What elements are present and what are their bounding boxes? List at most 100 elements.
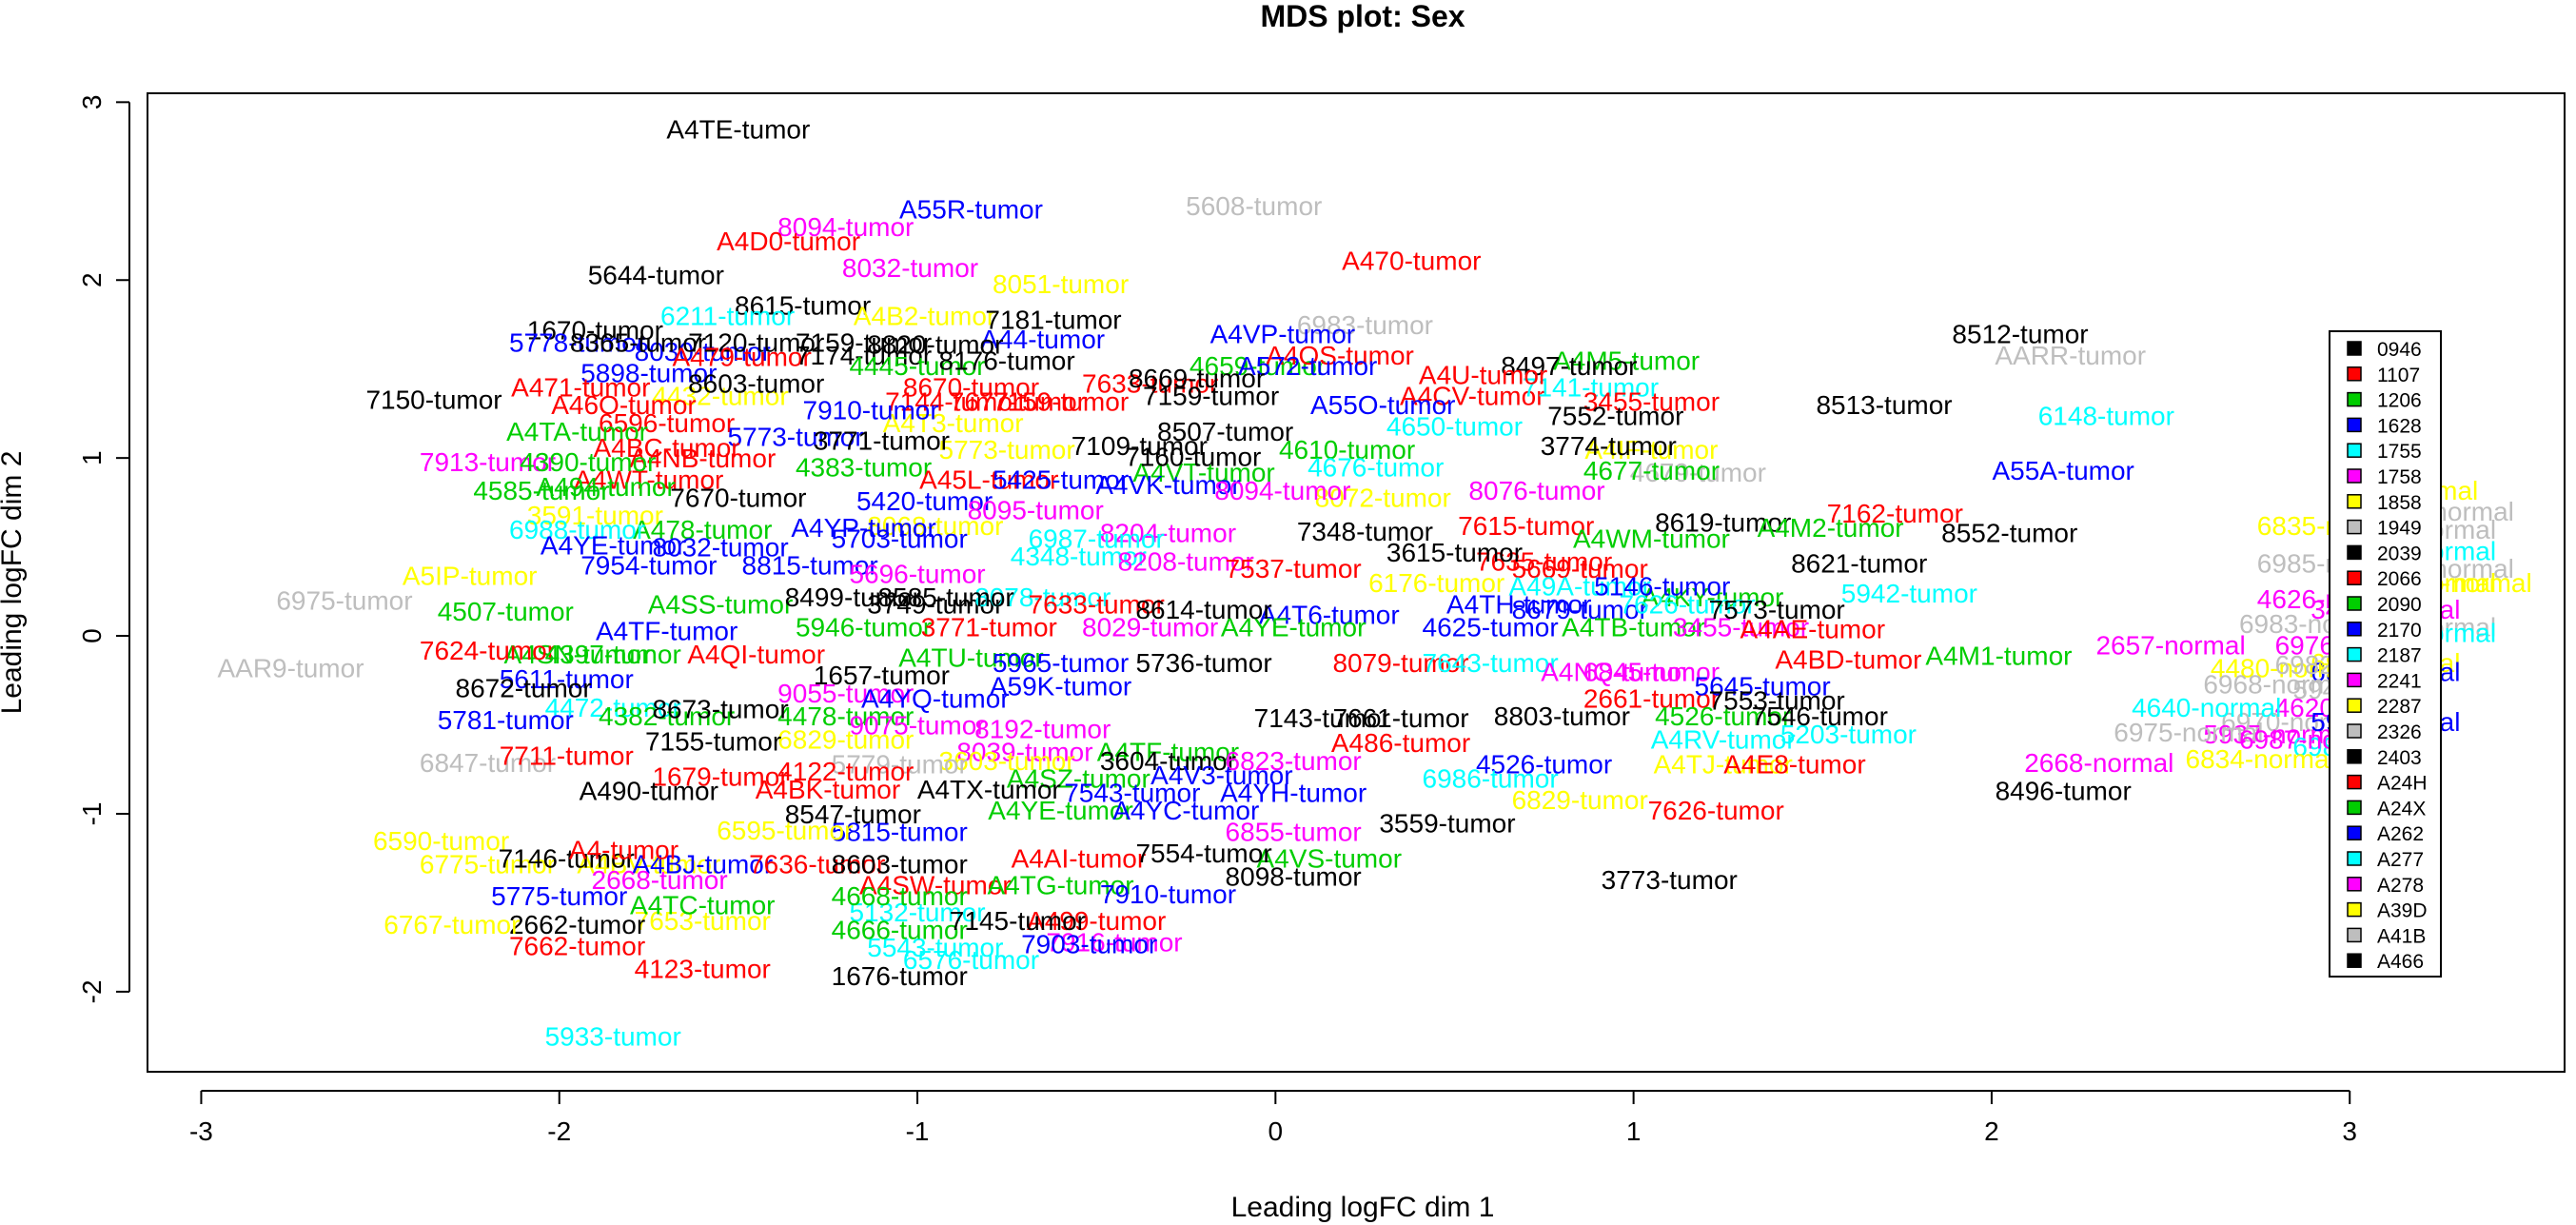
plot-frame <box>147 92 2566 1073</box>
point-label: 6986-tumor <box>1423 764 1559 794</box>
x-tick-label: -3 <box>189 1116 213 1146</box>
point-label: 7711-tumor <box>500 741 634 770</box>
point-label: 7633-tumor <box>1082 369 1218 399</box>
point-label: 4472-tumor <box>545 693 681 722</box>
point-label: 7159-tumor <box>993 386 1129 416</box>
legend-entry-label: 1755 <box>2377 441 2422 463</box>
point-label: A4T6-tumor <box>1259 601 1400 630</box>
point-label: A470-tumor <box>1342 247 1481 276</box>
point-label: 7913-tumor <box>420 447 556 477</box>
y-tick-label: 3 <box>77 95 107 110</box>
point-label: 9075-tumor <box>849 711 985 741</box>
point-label: 6834-normal <box>2186 744 2335 774</box>
legend-swatch <box>2347 851 2362 866</box>
point-label: A478-tumor <box>633 515 772 544</box>
legend-swatch <box>2347 622 2362 637</box>
point-label: 5775-tumor <box>491 881 627 911</box>
legend-entry-label: 0946 <box>2377 339 2422 361</box>
point-label: 8507-tumor <box>1157 417 1293 446</box>
point-label: 8820-tumor <box>867 330 1003 360</box>
point-label: 5946-tumor <box>796 613 932 642</box>
point-label: A4BJ-tumor <box>632 849 773 879</box>
point-label: A4TA-tumor <box>506 417 648 446</box>
point-label: 8513-tumor <box>1816 390 1952 420</box>
point-label: 8204-tumor <box>1100 519 1236 548</box>
point-label: 6148-tumor <box>2038 401 2174 430</box>
point-label: 6823-tumor <box>1226 746 1362 776</box>
point-label: A4BD-tumor <box>1775 644 1921 674</box>
point-label: 6775-tumor <box>420 849 556 879</box>
point-label: 8030-tumor <box>635 337 771 366</box>
point-label: 8815-tumor <box>742 550 878 580</box>
legend-entry-label: A277 <box>2377 849 2424 871</box>
point-label: 7662-tumor <box>509 931 645 960</box>
legend-swatch <box>2347 519 2362 535</box>
point-label: 7573-tumor <box>1709 595 1845 624</box>
point-label: 8679-tumor <box>1512 595 1648 624</box>
point-label: A55O-tumor <box>1310 390 1456 420</box>
point-label: 8068-tumor <box>867 511 1003 541</box>
point-label: 4382-tumor <box>599 701 735 731</box>
point-label: 4383-tumor <box>796 453 932 483</box>
point-label: 5736-tumor <box>1135 648 1271 678</box>
point-label: A4NB-tumor <box>629 444 776 473</box>
point-label: 8076-tumor <box>1468 476 1604 505</box>
point-label: 7141-tumor <box>1523 372 1659 402</box>
point-label: A4D0-tumor <box>717 227 860 256</box>
point-label: 8803-tumor <box>1494 701 1630 731</box>
point-label: 7159-tumor <box>796 328 932 358</box>
point-label: 5420-tumor <box>856 486 993 516</box>
point-label: 7155-tumor <box>645 726 781 756</box>
point-label: 5644-tumor <box>588 261 724 290</box>
point-label: 8619-tumor <box>1655 507 1791 537</box>
point-label: 3771-tumor <box>814 425 950 455</box>
point-label: 2661-tumor <box>1583 683 1720 713</box>
legend-swatch <box>2347 774 2362 790</box>
point-label: 7615-tumor <box>1458 511 1594 541</box>
point-label: 4123-tumor <box>635 955 771 984</box>
legend-swatch <box>2347 723 2362 739</box>
legend-entry-label: 2170 <box>2377 620 2422 642</box>
point-label: 8621-tumor <box>1791 548 1927 578</box>
point-label: 5696-tumor <box>849 560 985 589</box>
point-label: 6176-tumor <box>1368 568 1504 598</box>
point-label: 7903-tumor <box>1021 929 1157 958</box>
point-label: A4TF-tumor <box>1097 738 1239 767</box>
point-label: 3771-tumor <box>921 613 1057 642</box>
point-label: AAR9-tumor <box>217 654 364 683</box>
legend-entry-label: 2241 <box>2377 670 2422 692</box>
point-label: 5779-tumor <box>832 750 968 780</box>
point-label: 6975-tumor <box>276 586 412 616</box>
legend-swatch <box>2347 417 2362 433</box>
y-axis: -2 -1 0 1 2 3 <box>77 95 130 1003</box>
point-label: 6983-tumor <box>1297 310 1433 340</box>
point-label: 8669-tumor <box>1129 364 1265 393</box>
legend-swatch <box>2347 596 2362 611</box>
point-label: 7633-tumor <box>1029 589 1165 619</box>
point-label: 1670-tumor <box>527 316 663 346</box>
point-label: A4TF-tumor <box>596 616 737 645</box>
point-label: A4YQ-tumor <box>861 683 1010 713</box>
point-label: 7145-tumor <box>950 906 1086 936</box>
point-label: A4TB-tumor <box>1562 613 1705 642</box>
point-label: 8547-tumor <box>785 800 921 829</box>
point-label: A4-tumor <box>569 835 678 864</box>
y-tick-label: -2 <box>77 979 107 1003</box>
point-label: 6576-tumor <box>903 945 1039 975</box>
point-label: 5778-tumor <box>509 328 645 358</box>
point-label: A4SN-tumor <box>504 640 651 669</box>
point-label: 7954-tumor <box>580 550 717 580</box>
point-label: 5773-tumor <box>728 423 864 452</box>
point-label: A479-tumor <box>673 343 812 372</box>
point-label: A4TH-tumor <box>1446 589 1591 619</box>
legend-entry-label: 2403 <box>2377 747 2422 769</box>
legend-swatch <box>2347 341 2362 356</box>
point-label: 1657-tumor <box>814 661 950 690</box>
point-label: 4526-tumor <box>1655 701 1791 731</box>
point-label: 7910-tumor <box>803 396 939 425</box>
point-label: 8365-tumor <box>570 328 706 358</box>
point-label: 8208-tumor <box>1118 547 1254 577</box>
point-label: 5608-tumor <box>1186 191 1322 221</box>
point-label: A4NQ-tumor <box>1541 657 1690 686</box>
